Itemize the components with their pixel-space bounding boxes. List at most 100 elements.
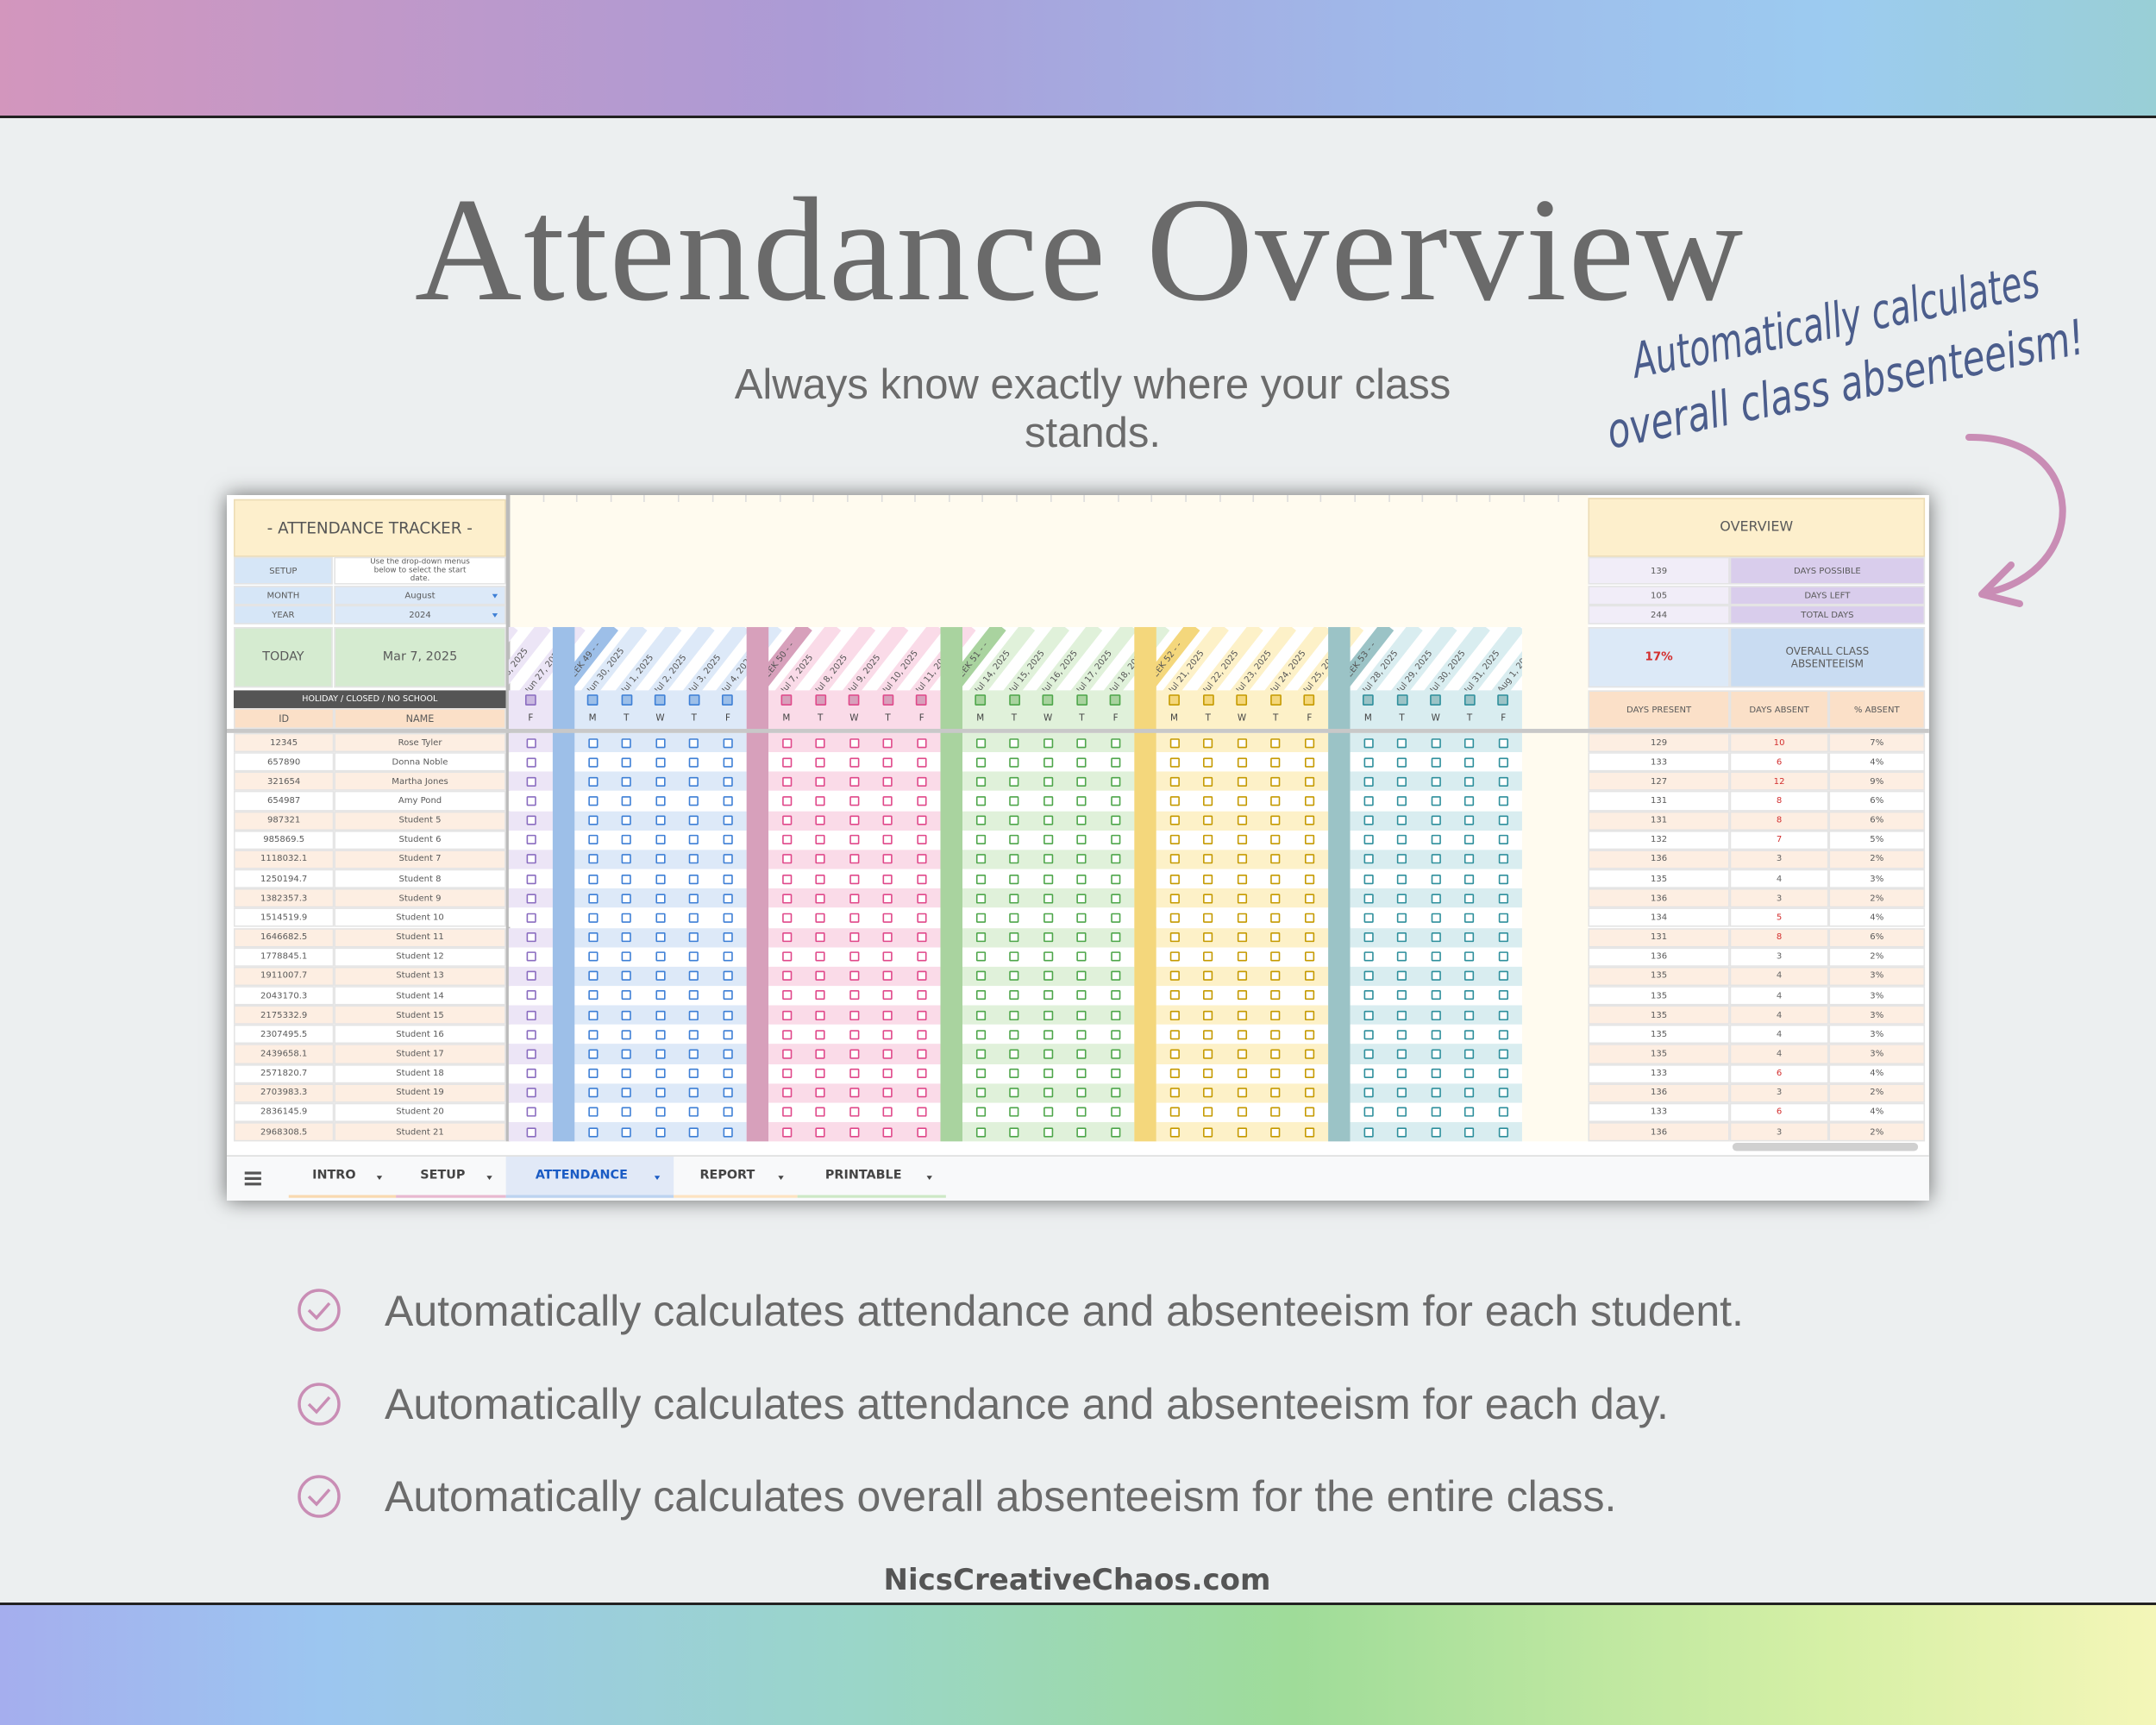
header-checkbox[interactable] xyxy=(688,694,700,706)
attendance-checkbox[interactable] xyxy=(849,893,859,904)
attendance-checkbox[interactable] xyxy=(975,1126,986,1137)
attendance-checkbox[interactable] xyxy=(1009,815,1019,825)
attendance-checkbox[interactable] xyxy=(1076,971,1087,982)
attendance-checkbox[interactable] xyxy=(723,1068,733,1079)
attendance-checkbox[interactable] xyxy=(917,1010,927,1020)
attendance-checkbox[interactable] xyxy=(975,990,986,1000)
attendance-checkbox[interactable] xyxy=(621,1049,631,1059)
attendance-checkbox[interactable] xyxy=(975,1049,986,1059)
attendance-checkbox[interactable] xyxy=(849,874,859,884)
attendance-checkbox[interactable] xyxy=(689,1049,699,1059)
attendance-checkbox[interactable] xyxy=(1237,776,1247,787)
attendance-checkbox[interactable] xyxy=(1464,1126,1475,1137)
attendance-checkbox[interactable] xyxy=(883,854,893,864)
attendance-checkbox[interactable] xyxy=(1363,737,1373,748)
attendance-checkbox[interactable] xyxy=(621,874,631,884)
attendance-checkbox[interactable] xyxy=(1076,1029,1087,1039)
attendance-checkbox[interactable] xyxy=(689,1088,699,1098)
attendance-checkbox[interactable] xyxy=(1076,951,1087,962)
attendance-checkbox[interactable] xyxy=(1464,951,1475,962)
attendance-checkbox[interactable] xyxy=(689,893,699,904)
attendance-checkbox[interactable] xyxy=(781,1107,792,1118)
attendance-checkbox[interactable] xyxy=(525,932,536,943)
attendance-checkbox[interactable] xyxy=(1431,815,1441,825)
menu-icon[interactable] xyxy=(244,1176,261,1180)
attendance-checkbox[interactable] xyxy=(1076,737,1087,748)
attendance-checkbox[interactable] xyxy=(975,854,986,864)
attendance-checkbox[interactable] xyxy=(1169,990,1180,1000)
attendance-checkbox[interactable] xyxy=(781,756,792,768)
attendance-checkbox[interactable] xyxy=(587,776,598,787)
attendance-checkbox[interactable] xyxy=(1431,1068,1441,1079)
year-select[interactable]: 2024 xyxy=(334,605,506,624)
attendance-checkbox[interactable] xyxy=(723,971,733,982)
menu-icon[interactable] xyxy=(244,1182,261,1185)
attendance-checkbox[interactable] xyxy=(1237,1049,1247,1059)
attendance-checkbox[interactable] xyxy=(1464,737,1475,748)
header-checkbox[interactable] xyxy=(620,694,632,706)
attendance-checkbox[interactable] xyxy=(587,835,598,845)
attendance-checkbox[interactable] xyxy=(1203,737,1213,748)
attendance-checkbox[interactable] xyxy=(621,913,631,923)
attendance-checkbox[interactable] xyxy=(1464,1029,1475,1039)
attendance-checkbox[interactable] xyxy=(1431,1088,1441,1098)
attendance-checkbox[interactable] xyxy=(1304,756,1314,768)
attendance-checkbox[interactable] xyxy=(815,796,825,806)
attendance-checkbox[interactable] xyxy=(1304,893,1314,904)
attendance-checkbox[interactable] xyxy=(1304,932,1314,943)
header-checkbox[interactable] xyxy=(1076,694,1087,706)
attendance-checkbox[interactable] xyxy=(815,932,825,943)
attendance-checkbox[interactable] xyxy=(1498,913,1508,923)
attendance-checkbox[interactable] xyxy=(1431,893,1441,904)
attendance-checkbox[interactable] xyxy=(1111,990,1121,1000)
attendance-checkbox[interactable] xyxy=(655,913,666,923)
attendance-checkbox[interactable] xyxy=(849,815,859,825)
attendance-checkbox[interactable] xyxy=(525,951,536,962)
attendance-checkbox[interactable] xyxy=(723,815,733,825)
attendance-checkbox[interactable] xyxy=(689,854,699,864)
attendance-checkbox[interactable] xyxy=(1203,854,1213,864)
attendance-checkbox[interactable] xyxy=(917,1126,927,1137)
attendance-checkbox[interactable] xyxy=(723,1107,733,1118)
attendance-checkbox[interactable] xyxy=(1498,1126,1508,1137)
attendance-checkbox[interactable] xyxy=(1111,854,1121,864)
sheet-tab[interactable]: PRINTABLE xyxy=(797,1157,946,1198)
attendance-checkbox[interactable] xyxy=(1498,776,1508,787)
attendance-checkbox[interactable] xyxy=(1396,776,1407,787)
attendance-checkbox[interactable] xyxy=(1169,854,1180,864)
attendance-checkbox[interactable] xyxy=(975,815,986,825)
attendance-checkbox[interactable] xyxy=(781,951,792,962)
header-checkbox[interactable] xyxy=(975,694,987,706)
header-checkbox[interactable] xyxy=(1008,694,1020,706)
attendance-checkbox[interactable] xyxy=(1498,1088,1508,1098)
attendance-checkbox[interactable] xyxy=(1043,1049,1053,1059)
attendance-checkbox[interactable] xyxy=(621,1088,631,1098)
attendance-checkbox[interactable] xyxy=(1431,1029,1441,1039)
attendance-checkbox[interactable] xyxy=(1169,1088,1180,1098)
attendance-checkbox[interactable] xyxy=(1169,913,1180,923)
attendance-checkbox[interactable] xyxy=(621,796,631,806)
attendance-checkbox[interactable] xyxy=(525,835,536,845)
attendance-checkbox[interactable] xyxy=(1304,874,1314,884)
attendance-checkbox[interactable] xyxy=(815,913,825,923)
attendance-checkbox[interactable] xyxy=(975,1010,986,1020)
attendance-checkbox[interactable] xyxy=(975,913,986,923)
attendance-checkbox[interactable] xyxy=(1363,971,1373,982)
attendance-checkbox[interactable] xyxy=(883,756,893,768)
attendance-checkbox[interactable] xyxy=(1363,835,1373,845)
attendance-checkbox[interactable] xyxy=(1009,854,1019,864)
attendance-checkbox[interactable] xyxy=(1464,796,1475,806)
attendance-checkbox[interactable] xyxy=(1043,913,1053,923)
attendance-checkbox[interactable] xyxy=(723,796,733,806)
header-checkbox[interactable] xyxy=(1269,694,1282,706)
attendance-checkbox[interactable] xyxy=(1076,913,1087,923)
attendance-checkbox[interactable] xyxy=(1464,756,1475,768)
attendance-checkbox[interactable] xyxy=(723,874,733,884)
attendance-checkbox[interactable] xyxy=(781,1049,792,1059)
attendance-checkbox[interactable] xyxy=(1203,1029,1213,1039)
attendance-checkbox[interactable] xyxy=(1076,815,1087,825)
attendance-checkbox[interactable] xyxy=(917,756,927,768)
attendance-checkbox[interactable] xyxy=(1270,1049,1281,1059)
attendance-checkbox[interactable] xyxy=(1304,796,1314,806)
attendance-checkbox[interactable] xyxy=(621,1068,631,1079)
